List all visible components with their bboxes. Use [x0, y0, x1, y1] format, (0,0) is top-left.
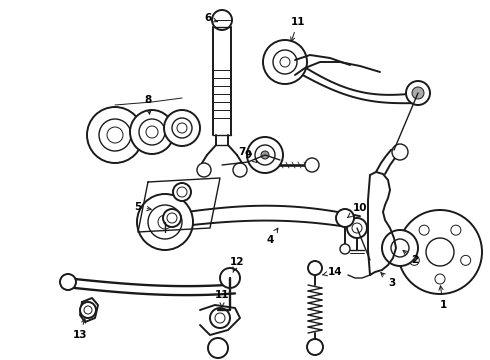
- Text: 5: 5: [134, 202, 151, 212]
- Text: 8: 8: [145, 95, 151, 114]
- Circle shape: [130, 110, 174, 154]
- Text: 4: 4: [266, 228, 278, 245]
- Text: 11: 11: [215, 290, 229, 307]
- Circle shape: [139, 119, 165, 145]
- Circle shape: [409, 255, 419, 265]
- Circle shape: [163, 209, 181, 227]
- Circle shape: [148, 205, 182, 239]
- Circle shape: [263, 40, 307, 84]
- Circle shape: [177, 123, 187, 133]
- Text: 2: 2: [403, 251, 418, 265]
- Circle shape: [336, 209, 354, 227]
- Circle shape: [99, 119, 131, 151]
- Circle shape: [177, 187, 187, 197]
- Text: 3: 3: [381, 273, 395, 288]
- Circle shape: [208, 338, 228, 358]
- Text: 14: 14: [322, 267, 343, 277]
- Text: 7: 7: [238, 147, 251, 157]
- Circle shape: [398, 210, 482, 294]
- Circle shape: [215, 313, 225, 323]
- Circle shape: [84, 306, 92, 314]
- Circle shape: [172, 118, 192, 138]
- Circle shape: [382, 230, 418, 266]
- Circle shape: [233, 163, 247, 177]
- Circle shape: [308, 261, 322, 275]
- Circle shape: [80, 302, 96, 318]
- Circle shape: [173, 183, 191, 201]
- Circle shape: [461, 255, 471, 265]
- Circle shape: [164, 110, 200, 146]
- Circle shape: [273, 50, 297, 74]
- Circle shape: [451, 225, 461, 235]
- Text: 1: 1: [439, 286, 446, 310]
- Circle shape: [247, 137, 283, 173]
- Circle shape: [347, 218, 367, 238]
- Circle shape: [307, 339, 323, 355]
- Text: 10: 10: [347, 203, 367, 217]
- Circle shape: [146, 126, 158, 138]
- Circle shape: [435, 274, 445, 284]
- Circle shape: [426, 238, 454, 266]
- Circle shape: [220, 268, 240, 288]
- Circle shape: [305, 158, 319, 172]
- Circle shape: [392, 144, 408, 160]
- Circle shape: [107, 127, 123, 143]
- Circle shape: [212, 10, 232, 30]
- Circle shape: [406, 81, 430, 105]
- Circle shape: [412, 87, 424, 99]
- Circle shape: [197, 163, 211, 177]
- Circle shape: [255, 145, 275, 165]
- Circle shape: [137, 194, 193, 250]
- Text: 12: 12: [230, 257, 244, 273]
- Text: 11: 11: [291, 17, 305, 41]
- Circle shape: [60, 274, 76, 290]
- Text: 9: 9: [245, 150, 257, 163]
- Circle shape: [352, 223, 362, 233]
- Circle shape: [340, 244, 350, 254]
- Text: 6: 6: [204, 13, 217, 23]
- Circle shape: [87, 107, 143, 163]
- Text: 13: 13: [73, 319, 87, 340]
- Circle shape: [391, 239, 409, 257]
- Circle shape: [419, 225, 429, 235]
- Circle shape: [210, 308, 230, 328]
- Circle shape: [167, 213, 177, 223]
- Circle shape: [261, 151, 269, 159]
- Circle shape: [280, 57, 290, 67]
- Circle shape: [158, 215, 172, 229]
